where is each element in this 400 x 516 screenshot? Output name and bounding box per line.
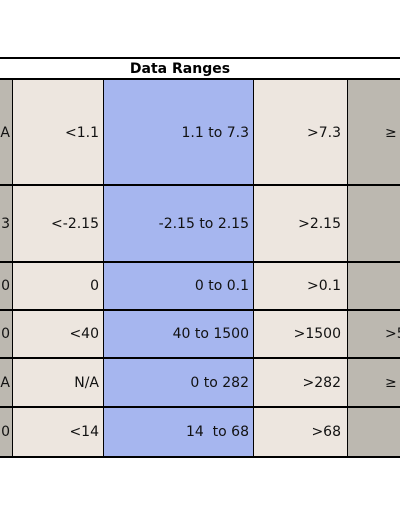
table-cell: 0 to 282 <box>103 358 253 407</box>
table-cell: A <box>0 80 12 185</box>
table-cell: 0 <box>0 310 12 358</box>
table-cell: ≥ <box>347 358 400 407</box>
table-cell: 3 <box>0 185 12 262</box>
table-cell: >282 <box>253 358 347 407</box>
table-cell: -2.15 to 2.15 <box>103 185 253 262</box>
table-cell <box>347 185 400 262</box>
table-cell: <40 <box>12 310 103 358</box>
row-border <box>0 456 400 458</box>
row-border <box>0 261 400 263</box>
table-cell: <14 <box>12 407 103 457</box>
table-cell: >68 <box>253 407 347 457</box>
table-cell: >2.15 <box>253 185 347 262</box>
table-cell: >0.1 <box>253 262 347 310</box>
column-border <box>253 80 254 457</box>
column-border <box>347 80 348 457</box>
table-title: Data Ranges <box>0 57 400 80</box>
table-cell: 0 <box>12 262 103 310</box>
row-border <box>0 309 400 311</box>
row-border <box>0 357 400 359</box>
table-cell <box>347 262 400 310</box>
table-cell: 1.1 to 7.3 <box>103 80 253 185</box>
table-cell: >5 <box>347 310 400 358</box>
table-cell: A <box>0 358 12 407</box>
table-cell: 40 to 1500 <box>103 310 253 358</box>
table-cell: 14 to 68 <box>103 407 253 457</box>
table-cell: 0 to 0.1 <box>103 262 253 310</box>
table-cell: <-2.15 <box>12 185 103 262</box>
column-border <box>103 80 104 457</box>
table-cell: 0 <box>0 262 12 310</box>
table-cell: ≥ <box>347 80 400 185</box>
row-border <box>0 184 400 186</box>
row-border <box>0 406 400 408</box>
table-cell: <1.1 <box>12 80 103 185</box>
table-cell: 0 <box>0 407 12 457</box>
table-cell <box>347 407 400 457</box>
table-cell: >7.3 <box>253 80 347 185</box>
column-border <box>12 80 13 457</box>
table-cell: >1500 <box>253 310 347 358</box>
table-cell: N/A <box>12 358 103 407</box>
